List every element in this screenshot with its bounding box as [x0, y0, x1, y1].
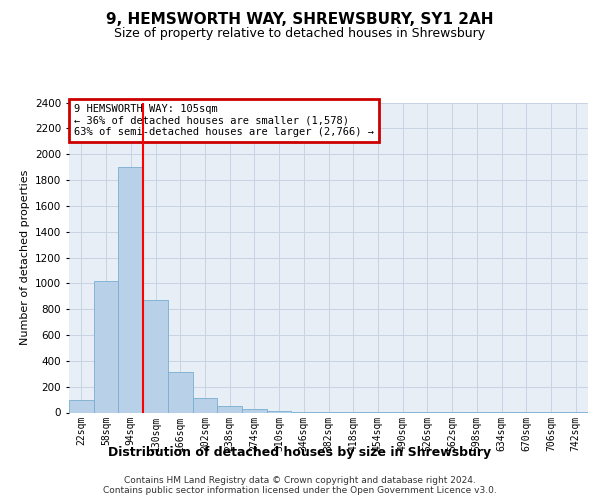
Text: 9 HEMSWORTH WAY: 105sqm
← 36% of detached houses are smaller (1,578)
63% of semi: 9 HEMSWORTH WAY: 105sqm ← 36% of detache…	[74, 104, 374, 138]
Bar	[242, 408, 267, 412]
Text: Size of property relative to detached houses in Shrewsbury: Size of property relative to detached ho…	[115, 28, 485, 40]
Bar	[193, 398, 217, 412]
Bar	[168, 372, 193, 412]
Y-axis label: Number of detached properties: Number of detached properties	[20, 170, 29, 345]
Text: Distribution of detached houses by size in Shrewsbury: Distribution of detached houses by size …	[109, 446, 491, 459]
Bar	[267, 411, 292, 412]
Text: Contains HM Land Registry data © Crown copyright and database right 2024.
Contai: Contains HM Land Registry data © Crown c…	[103, 476, 497, 495]
Bar	[94, 281, 118, 412]
Bar	[217, 406, 242, 412]
Bar	[118, 167, 143, 412]
Bar	[69, 400, 94, 412]
Bar	[143, 300, 168, 412]
Text: 9, HEMSWORTH WAY, SHREWSBURY, SY1 2AH: 9, HEMSWORTH WAY, SHREWSBURY, SY1 2AH	[106, 12, 494, 28]
